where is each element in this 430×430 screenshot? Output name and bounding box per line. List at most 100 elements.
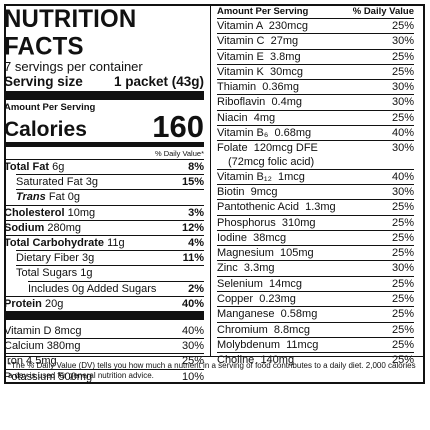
vitamin-amount: 140mg: [260, 354, 295, 367]
vitamin-name: Vitamin A: [217, 20, 263, 32]
nutrient-name: Total Fat: [4, 161, 50, 173]
vitamin-row: Vitamin B₆ 0.68mg 40%: [217, 125, 414, 140]
nutrient-row-protein: Protein 20g 40%: [4, 295, 204, 311]
nutrient-name: Trans: [16, 191, 46, 204]
amount-per-serving: Amount Per Serving: [4, 102, 96, 113]
vitamin-name: Riboflavin: [217, 96, 266, 109]
vitamin-name: Magnesium: [217, 247, 274, 260]
vitamin-dv: 25%: [391, 308, 414, 321]
vitamin-amount: 1mcg: [277, 170, 305, 183]
vitamin-name: Selenium: [217, 277, 263, 290]
vitamin-name: Vitamin B₆: [217, 127, 269, 140]
nutrient-name: Saturated Fat: [16, 176, 83, 189]
mineral-dv: 30%: [181, 340, 204, 353]
mineral-amount: 380mg: [46, 340, 81, 353]
vitamin-dv: 25%: [391, 293, 414, 306]
vitamin-row: Iodine 38mcg 25%: [217, 229, 414, 245]
vitamin-row: Niacin 4mg 25%: [217, 109, 414, 125]
vitamin-name: Molybdenum: [217, 338, 280, 351]
vitamin-dv: 40%: [391, 170, 414, 183]
vitamin-row: Magnesium 105mg 25%: [217, 245, 414, 260]
vitamin-dv: 25%: [391, 354, 414, 367]
nutrient-dv: 2%: [188, 282, 204, 295]
vitamin-name: Pantothenic Acid: [217, 201, 299, 214]
vitamin-dv: 25%: [391, 277, 414, 290]
vitamin-row: Selenium 14mcg 25%: [217, 275, 414, 291]
vitamin-row: Vitamin E 3.8mg 25%: [217, 48, 414, 64]
vitamin-row: Folate 120mcg DFE 30%: [217, 140, 414, 155]
nutrition-label: [4, 4, 425, 384]
thick-divider: [4, 91, 204, 100]
vitamin-row: Choline 140mg 25%: [217, 352, 414, 367]
vitamin-amount: 30mcg: [270, 65, 304, 78]
vitamin-name: Thiamin: [217, 81, 257, 94]
nutrient-amount: Fat 0g: [48, 191, 81, 204]
left-column: NUTRITION FACTS 7 servings per container…: [4, 4, 204, 384]
nutrient-name: Cholesterol: [4, 206, 65, 219]
vitamin-amount: 0.23mg: [259, 293, 296, 306]
vitamin-row: Vitamin A 230mcg 25%: [217, 18, 414, 33]
nutrient-name: Includes 0g Added Sugars: [28, 282, 157, 295]
vitamin-amount: 105mg: [279, 247, 314, 260]
vitamin-amount: 120mcg DFE: [253, 142, 318, 155]
servings-per-container: 7 servings per container: [4, 59, 143, 74]
vitamin-row: Copper 0.23mg 25%: [217, 291, 414, 306]
vitamin-amount: 38mcg: [253, 231, 287, 244]
nutrient-name: Dietary Fiber: [16, 252, 79, 265]
nutrient-dv: 15%: [181, 176, 204, 189]
nutrient-amount: 3g: [85, 176, 98, 189]
vitamin-amount: 230mcg: [268, 20, 308, 32]
vitamin-name: Manganese: [217, 308, 275, 321]
vitamin-dv: 30%: [391, 96, 414, 109]
mineral-row-vitamin-d: Vitamin D 8mcg 40%: [4, 324, 204, 338]
vitamin-dv: 25%: [391, 111, 414, 124]
vitamin-list: Vitamin A 230mcg 25% Vitamin C 27mg 30% Vita…: [217, 18, 414, 368]
vitamin-name: Phosphorus: [217, 216, 276, 229]
nutrient-amount: 10mg: [67, 206, 96, 219]
vitamin-name: Vitamin B₁₂: [217, 170, 272, 183]
right-column: Amount Per Serving % Daily Value Vitamin…: [217, 6, 414, 368]
vitamin-dv: 25%: [391, 216, 414, 229]
nutrient-row-total-fat: Total Fat 6g 8%: [4, 159, 204, 174]
daily-value-header: % Daily Value*: [154, 149, 204, 158]
vitamin-dv: 25%: [391, 20, 414, 32]
vitamin-dv: 40%: [391, 127, 414, 140]
vitamin-amount: 0.58mg: [280, 308, 318, 321]
calories-label: Calories: [4, 118, 87, 141]
vitamin-amount: 1.3mg: [305, 201, 336, 214]
mineral-amount: 500mg: [58, 370, 93, 383]
mineral-row-calcium: Calcium 380mg 30%: [4, 338, 204, 353]
vitamin-amount: 14mcg: [268, 277, 303, 290]
nutrient-dv: 8%: [188, 161, 204, 173]
vitamin-row: Chromium 8.8mcg 25%: [217, 321, 414, 337]
vitamin-dv: 30%: [391, 81, 414, 94]
vitamin-row: Riboflavin 0.4mg 30%: [217, 94, 414, 109]
vitamin-amount: 11mcg: [286, 338, 319, 351]
mineral-name: Calcium: [4, 340, 44, 353]
nutrient-row-trans-fat: Trans Fat 0g: [16, 189, 204, 204]
vitamin-dv: 25%: [391, 231, 414, 244]
serving-size-row: Serving size 1 packet (43g): [4, 74, 204, 90]
nutrient-dv: 3%: [188, 206, 204, 219]
vitamin-name: Vitamin K: [217, 65, 264, 78]
label-title: NUTRITION FACTS: [4, 4, 137, 61]
nutrient-amount: 280mg: [47, 221, 82, 234]
medium-divider: [4, 142, 204, 147]
vitamin-name: Choline: [217, 354, 255, 367]
daily-value-header-right: % Daily Value: [352, 6, 414, 17]
mineral-name: Vitamin D: [4, 325, 52, 338]
nutrient-dv: 4%: [188, 237, 204, 250]
mineral-row-iron: Iron 4.5mg 25%: [4, 353, 204, 368]
vitamin-row: Phosphorus 310mg 25%: [217, 214, 414, 230]
mineral-name: Potassium: [4, 370, 56, 383]
vitamin-amount: 0.68mg: [274, 127, 312, 140]
mineral-amount: 4.5mg: [26, 355, 57, 368]
vitamin-subnote: (72mcg folic acid): [228, 155, 315, 168]
nutrient-row-sodium: Sodium 280mg 12%: [4, 219, 204, 235]
mineral-amount: 8mcg: [54, 325, 82, 338]
vitamin-row: Manganese 0.58mg 25%: [217, 306, 414, 321]
vitamin-row: Vitamin C 27mg 30%: [217, 33, 414, 48]
vitamin-dv: 30%: [391, 35, 414, 48]
column-divider: [210, 4, 211, 356]
vitamin-name: Vitamin C: [217, 35, 265, 48]
